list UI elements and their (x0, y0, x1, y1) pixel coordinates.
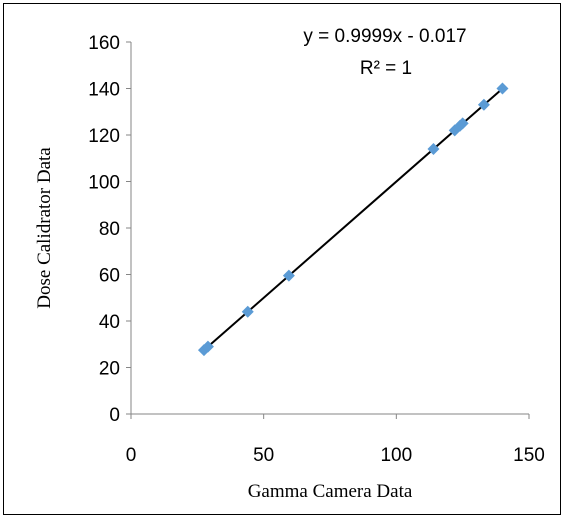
data-point-marker (282, 269, 295, 282)
y-tick-label: 40 (99, 312, 120, 333)
data-point-marker (477, 98, 490, 111)
y-tick-label: 0 (109, 405, 120, 426)
y-axis-title: Dose Calidrator Data (34, 147, 55, 309)
data-point-marker (201, 340, 214, 353)
x-axis-title: Gamma Camera Data (248, 481, 413, 502)
y-tick-label: 140 (88, 80, 120, 101)
data-points (197, 82, 509, 357)
y-tick-label: 120 (88, 126, 120, 147)
x-tick-label: 150 (513, 445, 545, 466)
trendline-r-squared: R² = 1 (360, 58, 412, 79)
y-tick-label: 160 (88, 33, 120, 54)
axes (130, 42, 529, 415)
y-tick-label: 100 (88, 173, 120, 194)
chart-labels: y = 0.9999x - 0.017 R² = 1 Gamma Camera … (34, 26, 467, 502)
axis-ticks: 0 20 40 60 80 100 120 140 160 0 50 100 150 (88, 33, 545, 466)
y-tick-label: 80 (99, 219, 120, 240)
x-tick-label: 50 (253, 445, 274, 466)
chart-frame (3, 3, 561, 515)
y-tick-label: 60 (99, 266, 120, 287)
data-point-marker (427, 142, 440, 155)
data-point-marker (241, 305, 254, 318)
data-point-marker (496, 82, 509, 95)
data-point-marker (448, 124, 461, 137)
y-tick-label: 20 (99, 359, 120, 380)
x-tick-label: 100 (380, 445, 412, 466)
x-tick-label: 0 (126, 445, 137, 466)
trendline-equation: y = 0.9999x - 0.017 (303, 26, 466, 47)
data-point-marker (456, 117, 469, 130)
